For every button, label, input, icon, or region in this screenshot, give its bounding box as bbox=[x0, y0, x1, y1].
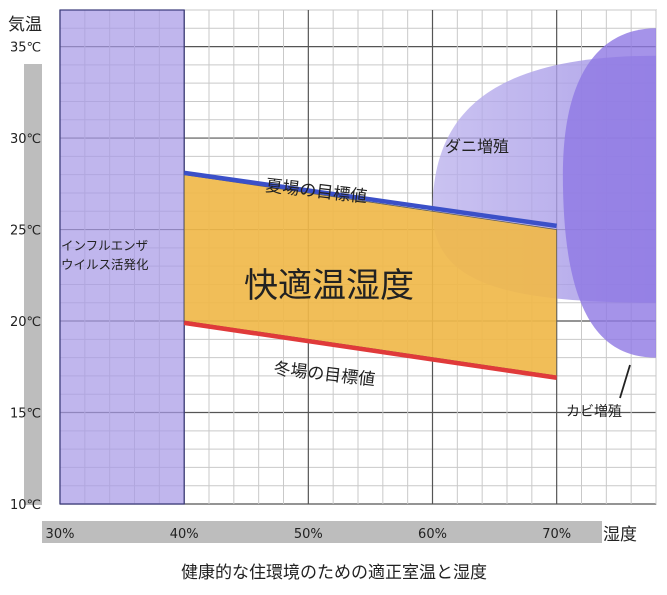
chart-caption: 健康的な住環境のための適正室温と湿度 bbox=[181, 563, 487, 583]
y-tick-label: 25℃ bbox=[10, 224, 41, 239]
y-tick-label: 15℃ bbox=[10, 407, 41, 422]
comfort-label: 快適温湿度 bbox=[244, 266, 414, 306]
y-axis-title: 気温 bbox=[8, 15, 42, 35]
x-tick-labels: 30% 40% 50% 60% 70% bbox=[46, 527, 572, 542]
winter-target-line bbox=[183, 320, 557, 380]
y-axis-bar bbox=[24, 64, 42, 505]
mites-label: ダニ増殖 bbox=[445, 137, 509, 156]
mold-label: カビ増殖 bbox=[566, 403, 622, 420]
y-tick-label: 10℃ bbox=[10, 498, 41, 513]
x-tick-label: 50% bbox=[294, 527, 323, 542]
influenza-label-line2: ウイルス活発化 bbox=[61, 257, 149, 272]
y-tick-labels: 10℃ 15℃ 20℃ 25℃ 30℃ 35℃ bbox=[10, 41, 41, 513]
y-tick-label: 30℃ bbox=[10, 132, 41, 147]
x-tick-label: 60% bbox=[418, 527, 447, 542]
x-axis-bar bbox=[42, 521, 602, 543]
x-tick-label: 30% bbox=[46, 527, 75, 542]
influenza-label-line1: インフルエンザ bbox=[61, 238, 148, 253]
y-tick-label: 35℃ bbox=[10, 41, 41, 56]
x-tick-label: 40% bbox=[170, 527, 199, 542]
summer-target-line bbox=[183, 170, 557, 229]
mold-region bbox=[562, 28, 656, 358]
x-tick-label: 70% bbox=[542, 527, 571, 542]
x-axis-title: 湿度 bbox=[603, 525, 637, 545]
y-tick-label: 20℃ bbox=[10, 315, 41, 330]
influenza-region bbox=[59, 9, 185, 505]
mold-pointer-line bbox=[619, 364, 631, 399]
